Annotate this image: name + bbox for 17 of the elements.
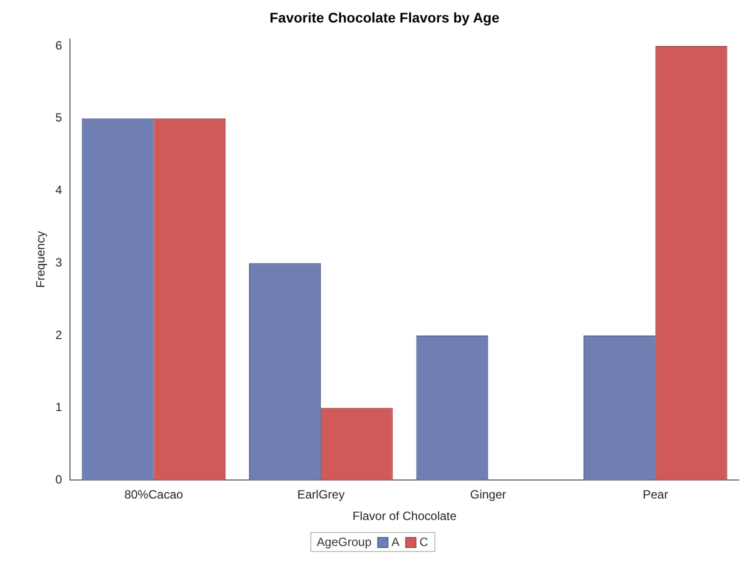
- legend-label: A: [390, 535, 400, 549]
- y-tick-label: 3: [55, 255, 62, 270]
- x-tick-label: Ginger: [470, 488, 506, 502]
- legend-label: C: [418, 535, 428, 549]
- y-tick-label: 6: [55, 38, 62, 52]
- y-tick-label: 2: [55, 328, 62, 342]
- x-tick-label: EarlGrey: [297, 488, 345, 502]
- x-tick-label: Pear: [642, 488, 668, 502]
- y-tick-label: 1: [55, 400, 62, 414]
- y-tick-label: 4: [55, 183, 62, 198]
- legend-title: AgeGroup: [316, 535, 372, 549]
- x-axis-title: Flavor of Chocolate: [352, 509, 457, 524]
- y-axis-title: Frequency: [34, 231, 48, 288]
- y-tick-label: 5: [55, 110, 62, 125]
- y-tick-label: 0: [55, 472, 62, 487]
- x-tick-label: 80%Cacao: [124, 488, 184, 502]
- chart-title: Favorite Chocolate Flavors by Age: [270, 9, 500, 26]
